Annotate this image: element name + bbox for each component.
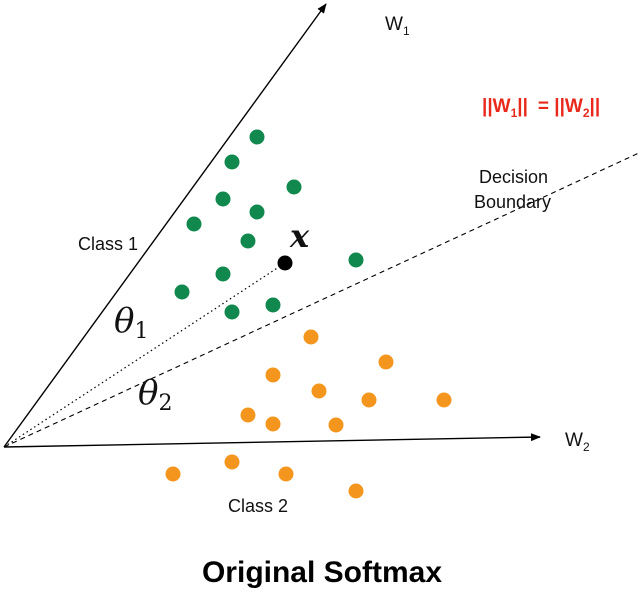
class2-point [224,454,240,470]
class2-point [378,354,394,370]
class2-label: Class 2 [228,496,288,516]
class2-point [348,483,364,499]
sample-x-point [277,255,293,271]
theta2-label: θ2 [138,373,172,416]
class2-point [165,466,181,482]
diagram-title: Original Softmax [202,556,442,589]
class1-point [240,233,256,249]
class1-point [215,266,231,282]
class2-point [436,392,452,408]
class2-point [361,392,377,408]
class1-points [174,129,364,320]
class2-point [265,416,281,432]
class1-point [265,297,281,313]
class1-point [215,191,231,207]
class2-point [328,417,344,433]
w1-vector [3,3,327,448]
class1-point [249,204,265,220]
class2-point [278,466,294,482]
class1-point [224,154,240,170]
class1-point [286,179,302,195]
class2-point [303,329,319,345]
class2-points [165,329,452,499]
class1-point [174,284,190,300]
theta1-label: θ1 [114,301,148,344]
decision-boundary-label-line2: Boundary [474,192,551,212]
class1-point [249,129,265,145]
norm-equality-label: ||W1|| = ||W2|| [482,96,600,120]
sample-x-label: x [289,217,310,255]
class1-point [348,252,364,268]
class2-point [265,367,281,383]
w1-label: W1 [385,14,410,38]
class1-point [186,216,202,232]
decision-boundary-label-line1: Decision [479,167,548,187]
w2-label: W2 [565,430,590,454]
class1-label: Class 1 [78,234,138,254]
sample-direction-line [3,262,286,448]
class2-point [311,383,327,399]
w2-vector [3,433,541,448]
class2-point [240,407,256,423]
class1-point [224,304,240,320]
